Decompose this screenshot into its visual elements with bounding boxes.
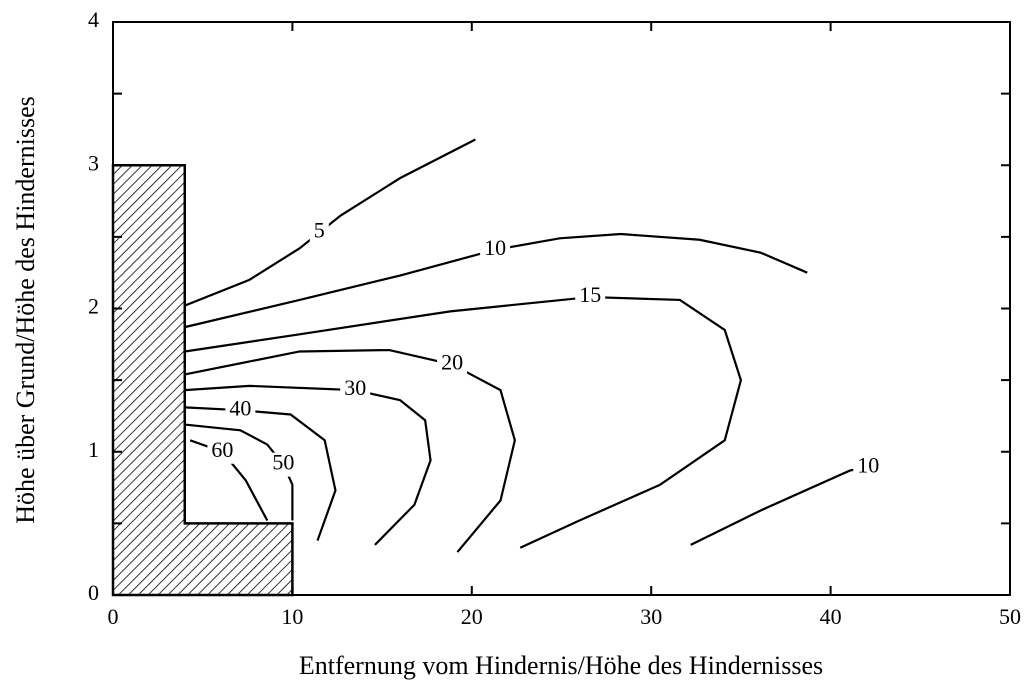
y-axis-label: Höhe über Grund/Höhe des Hindernisses [11, 96, 40, 523]
obstacle [111, 164, 294, 597]
contour-label-bg [207, 439, 238, 464]
y-tick-label: 4 [88, 7, 99, 32]
contour-label-bg [309, 220, 329, 245]
x-tick-label: 0 [108, 604, 119, 629]
contour-label-bg [575, 285, 606, 310]
contour-label-bg [340, 378, 371, 403]
contour-label-bg [480, 237, 511, 262]
contour-label: 50 [272, 450, 294, 475]
contour-line [184, 348, 516, 553]
x-axis-label: Entfernung vom Hindernis/Höhe des Hinder… [299, 651, 823, 680]
contour-label: 60 [211, 437, 233, 462]
contour-line [690, 466, 869, 546]
contour-label: 10 [857, 453, 879, 478]
contour-label: 20 [441, 349, 463, 374]
contour-label: 40 [229, 395, 251, 420]
contour-label-bg [225, 398, 256, 423]
contour-line [184, 232, 808, 329]
y-tick-label: 0 [88, 580, 99, 605]
y-tick-label: 2 [88, 294, 99, 319]
contour-line [184, 138, 476, 307]
x-tick-label: 20 [461, 604, 483, 629]
plot-frame [112, 21, 1011, 596]
contour-label-bg [268, 452, 299, 477]
contour-label: 10 [484, 235, 506, 260]
y-tick-label: 1 [88, 437, 99, 462]
x-tick-label: 40 [820, 604, 842, 629]
contour-label: 30 [344, 375, 366, 400]
contour-label: 15 [579, 282, 601, 307]
x-tick-label: 10 [281, 604, 303, 629]
contour-line [184, 295, 743, 549]
contour-line [189, 439, 269, 522]
x-tick-label: 30 [640, 604, 662, 629]
contour-label: 5 [314, 218, 325, 243]
contour-label-bg [437, 352, 468, 377]
y-tick-label: 3 [88, 150, 99, 175]
contour-line [184, 384, 432, 546]
contour-label-bg [853, 455, 884, 480]
x-tick-label: 50 [999, 604, 1021, 629]
